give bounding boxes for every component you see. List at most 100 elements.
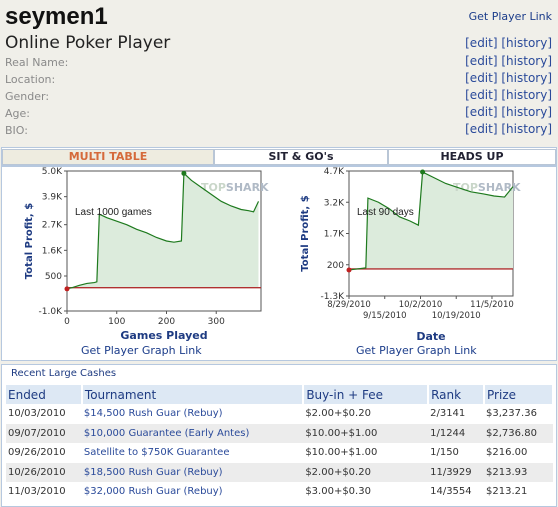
field-gender: Gender: (5, 90, 50, 103)
chart-annotation: Last 1000 games (75, 207, 152, 218)
cell-rank: 11/3929 (428, 462, 485, 482)
history-link[interactable]: [history] (501, 88, 552, 102)
col-tournament[interactable]: Tournament (81, 385, 305, 404)
topshark-watermark: TOPSHARK (453, 181, 521, 194)
edit-link[interactable]: [edit] (465, 54, 498, 68)
graph-link-date[interactable]: Get Player Graph Link (356, 344, 477, 357)
history-link[interactable]: [history] (501, 36, 552, 50)
profile-header: seymen1 Get Player Link Online Poker Pla… (0, 0, 558, 143)
x-axis-label: Games Played (120, 329, 207, 342)
cell-tournament-link[interactable]: $14,500 Rush Guar (Rebuy) (83, 408, 223, 420)
subtitle-edit-links: [edit] [history] (465, 36, 552, 50)
table-row: 11/03/2010 $32,000 Rush Guar (Rebuy) $3.… (6, 482, 553, 502)
edit-link[interactable]: [edit] (465, 36, 498, 50)
watermark-right: SHARK (478, 181, 521, 194)
watermark-right: SHARK (226, 181, 269, 194)
history-link[interactable]: [history] (501, 105, 552, 119)
x-tick-label: 8/29/2010 (327, 300, 371, 310)
player-name: seymen1 (5, 3, 108, 30)
recent-cashes-table: Ended Tournament Buy-in + Fee Rank Prize… (6, 385, 554, 502)
edit-link[interactable]: [edit] (465, 105, 498, 119)
y-tick-label: 5.0K (42, 167, 63, 177)
cell-prize: $2,736.80 (484, 423, 553, 443)
x-tick-label: 11/5/2010 (470, 300, 514, 310)
history-link[interactable]: [history] (501, 71, 552, 85)
cell-prize: $3,237.36 (486, 408, 537, 420)
start-marker (346, 267, 352, 273)
field-bio: BIO: (5, 124, 28, 137)
history-link[interactable]: [history] (501, 54, 552, 68)
recent-cashes-panel: Recent Large Cashes Ended Tournament Buy… (1, 364, 557, 507)
x-tick-label: 300 (208, 317, 225, 327)
cell-tournament-link[interactable]: $32,000 Rush Guar (Rebuy) (83, 486, 223, 498)
cell-buyin: $10.00+$1.00 (305, 447, 378, 459)
edit-link[interactable]: [edit] (465, 122, 498, 136)
field-location: Location: (5, 73, 56, 86)
col-prize[interactable]: Prize (484, 385, 554, 404)
cell-tournament-link[interactable]: Satellite to $750K Guarantee (83, 447, 230, 459)
col-buyin[interactable]: Buy-in + Fee (303, 385, 430, 404)
location-edit-links: [edit] [history] (465, 71, 552, 85)
recent-cashes-title: Recent Large Cashes (11, 368, 117, 379)
x-tick-label: 10/2/2010 (399, 300, 443, 310)
player-subtitle: Online Poker Player (5, 33, 171, 53)
tab-multi-table[interactable]: MULTI TABLE (2, 149, 214, 165)
field-age: Age: (5, 107, 30, 120)
x-tick-label: 9/15/2010 (363, 311, 407, 321)
profit-chart-date: TOPSHARK Last 90 days 4.7K 3.2K 1.7K 200 -1.3K… (300, 167, 521, 343)
start-marker (64, 286, 70, 292)
profit-area (349, 172, 513, 270)
table-row: 10/26/2010 $18,500 Rush Guar (Rebuy) $2.… (6, 462, 553, 482)
cell-prize: $213.93 (484, 462, 553, 482)
y-tick-label: 4.7K (324, 167, 345, 177)
cell-buyin: $3.00+$0.30 (305, 486, 371, 498)
profit-area (67, 173, 259, 289)
y-axis-label: Total Profit, $ (24, 203, 35, 279)
col-rank[interactable]: Rank (428, 385, 486, 404)
graph-link-games[interactable]: Get Player Graph Link (81, 344, 202, 357)
profit-line (66, 171, 260, 290)
cell-ended: 10/26/2010 (6, 462, 82, 482)
tab-underline (2, 165, 556, 167)
cell-ended: 11/03/2010 (8, 486, 66, 498)
gender-edit-links: [edit] [history] (465, 88, 552, 102)
chart-annotation: Last 90 days (357, 207, 414, 218)
col-ended[interactable]: Ended (6, 385, 83, 404)
y-axis-label: Total Profit, $ (300, 195, 311, 271)
cell-rank: 14/3554 (430, 486, 472, 498)
cell-tournament-link[interactable]: $18,500 Rush Guar (Rebuy) (81, 462, 304, 482)
tab-sit-and-go[interactable]: SIT & GO's (214, 149, 388, 165)
edit-link[interactable]: [edit] (465, 88, 498, 102)
watermark-left: TOP (453, 181, 478, 194)
cell-rank: 2/3141 (430, 408, 466, 420)
bio-edit-links: [edit] [history] (465, 122, 552, 136)
history-link[interactable]: [history] (501, 122, 552, 136)
age-edit-links: [edit] [history] (465, 105, 552, 119)
watermark-left: TOP (201, 181, 226, 194)
y-tick-label: 3.2K (324, 198, 345, 208)
tab-heads-up[interactable]: HEADS UP (388, 149, 556, 165)
cell-tournament-link[interactable]: $10,000 Guarantee (Early Antes) (81, 423, 304, 443)
x-tick-label: 10/19/2010 (432, 311, 481, 321)
cell-rank: 1/1244 (428, 423, 485, 443)
y-tick-label: 3.9K (42, 193, 63, 203)
x-tick-label: 100 (108, 317, 125, 327)
peak-marker (420, 169, 426, 175)
cell-rank: 1/150 (430, 447, 459, 459)
y-tick-label: 500 (45, 272, 62, 282)
graphs-panel: MULTI TABLE SIT & GO's HEADS UP TOPSHARK… (1, 147, 557, 361)
cell-prize: $213.21 (486, 486, 528, 498)
table-row: 09/26/2010 Satellite to $750K Guarantee … (6, 443, 553, 463)
table-row: 10/03/2010 $14,500 Rush Guar (Rebuy) $2.… (6, 404, 553, 424)
peak-marker (181, 170, 187, 176)
profit-chart-games: TOPSHARK Last 1000 games 5.0K 3.9K 2.7K 1.6K 5… (24, 167, 269, 342)
edit-link[interactable]: [edit] (465, 71, 498, 85)
y-tick-label: 1.6K (42, 246, 63, 256)
x-axis-label: Date (416, 330, 445, 343)
profit-line (348, 171, 514, 271)
y-tick-label: 2.7K (42, 221, 63, 231)
x-tick-label: 0 (64, 317, 70, 327)
get-player-link[interactable]: Get Player Link (468, 10, 552, 23)
y-tick-label: -1.3K (321, 292, 346, 302)
cell-ended: 10/03/2010 (8, 408, 66, 420)
